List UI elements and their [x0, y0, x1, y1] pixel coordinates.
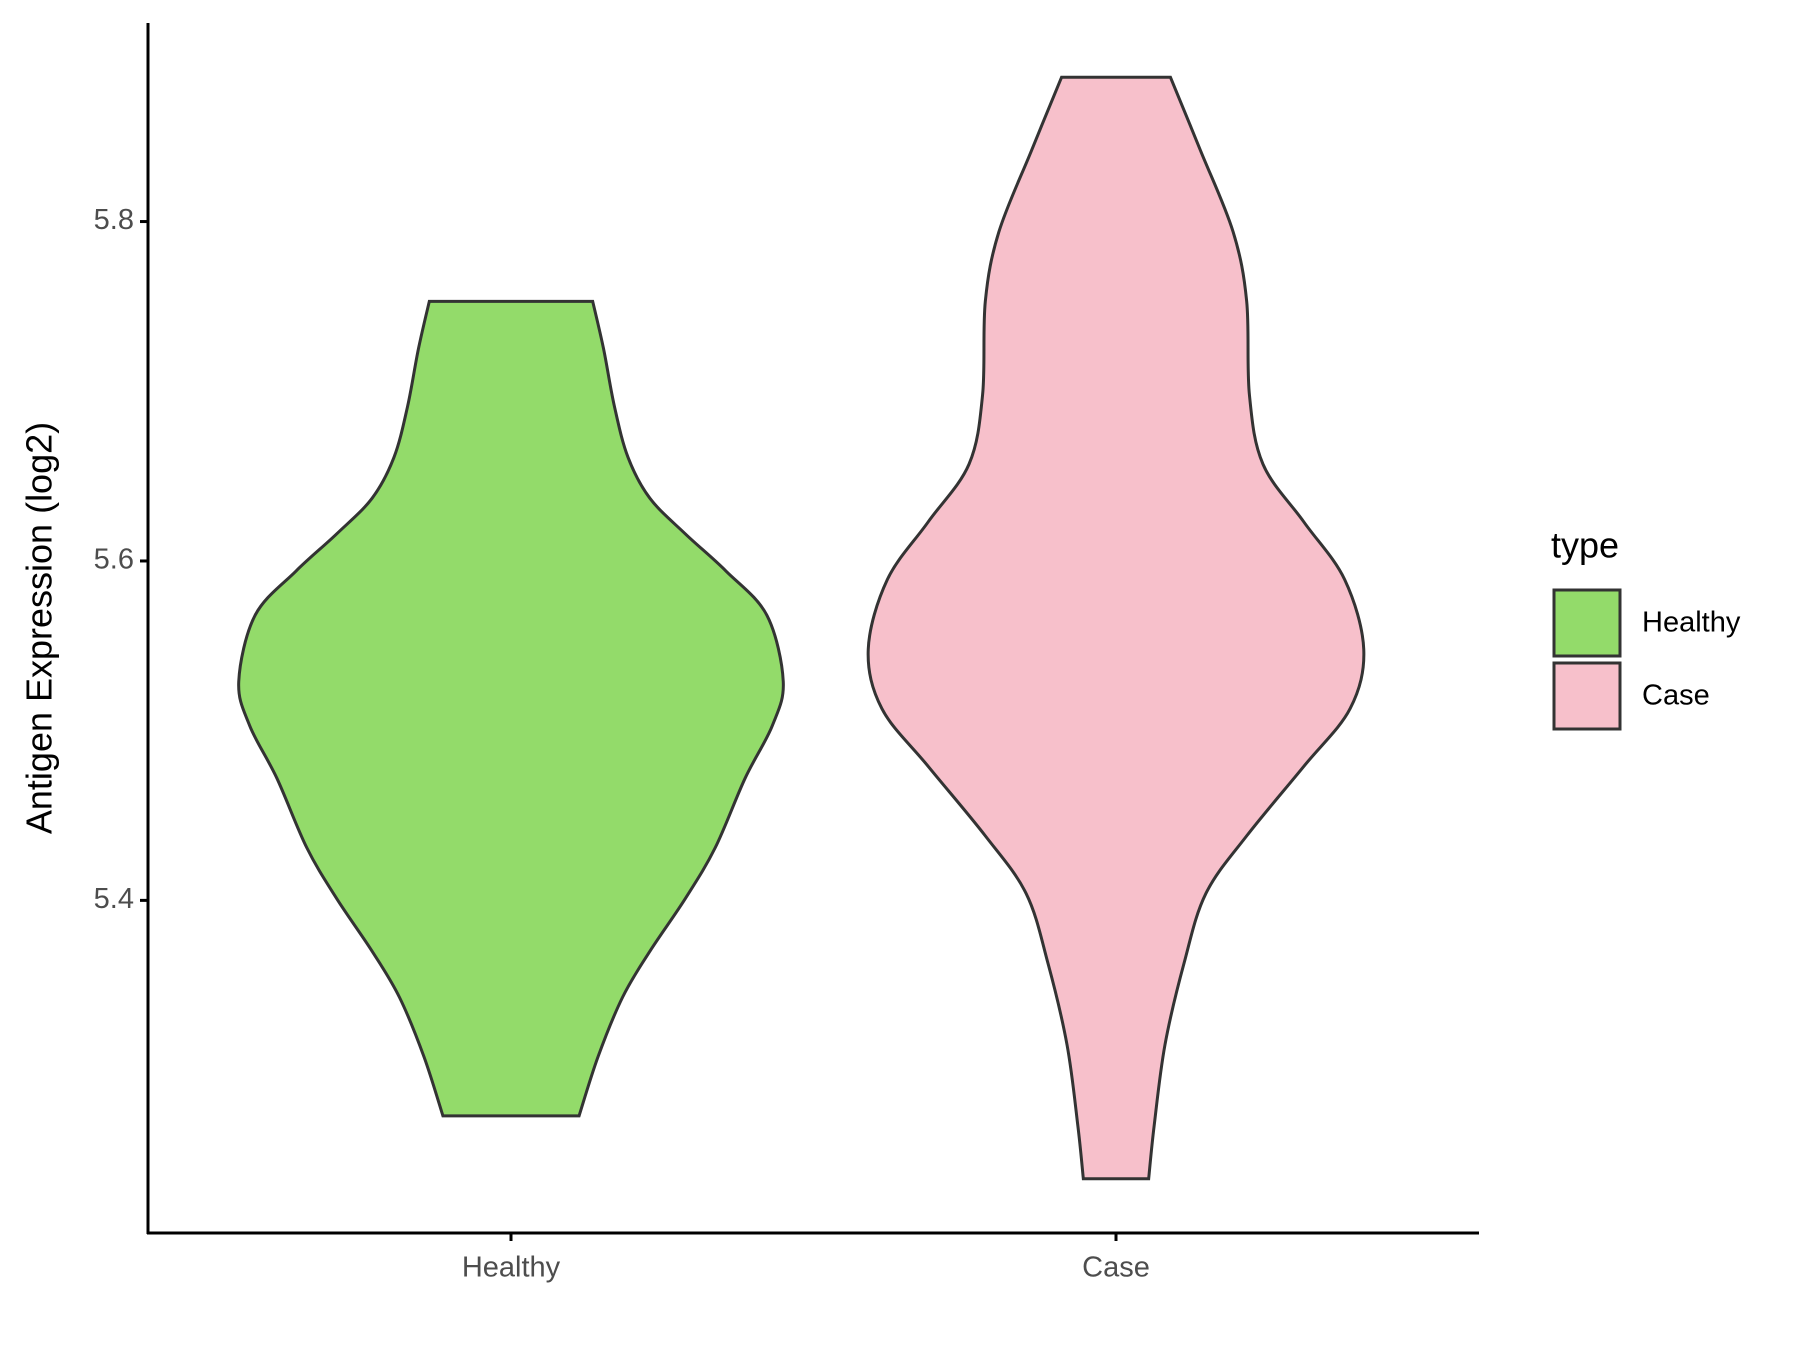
legend-key	[1552, 661, 1622, 731]
legend-label: Healthy	[1642, 607, 1741, 639]
y-axis-title: Antigen Expression (log2)	[19, 422, 60, 834]
legend-key	[1552, 588, 1622, 658]
x-tick-label: Healthy	[462, 1252, 561, 1284]
legend-label: Case	[1642, 680, 1710, 712]
y-tick-label: 5.8	[94, 204, 134, 236]
legend-title: type	[1551, 525, 1619, 566]
y-tick-label: 5.6	[94, 544, 134, 576]
x-tick-label: Case	[1082, 1252, 1150, 1284]
violin	[237, 299, 785, 1118]
y-tick-label: 5.4	[94, 883, 134, 915]
violin	[866, 75, 1366, 1181]
